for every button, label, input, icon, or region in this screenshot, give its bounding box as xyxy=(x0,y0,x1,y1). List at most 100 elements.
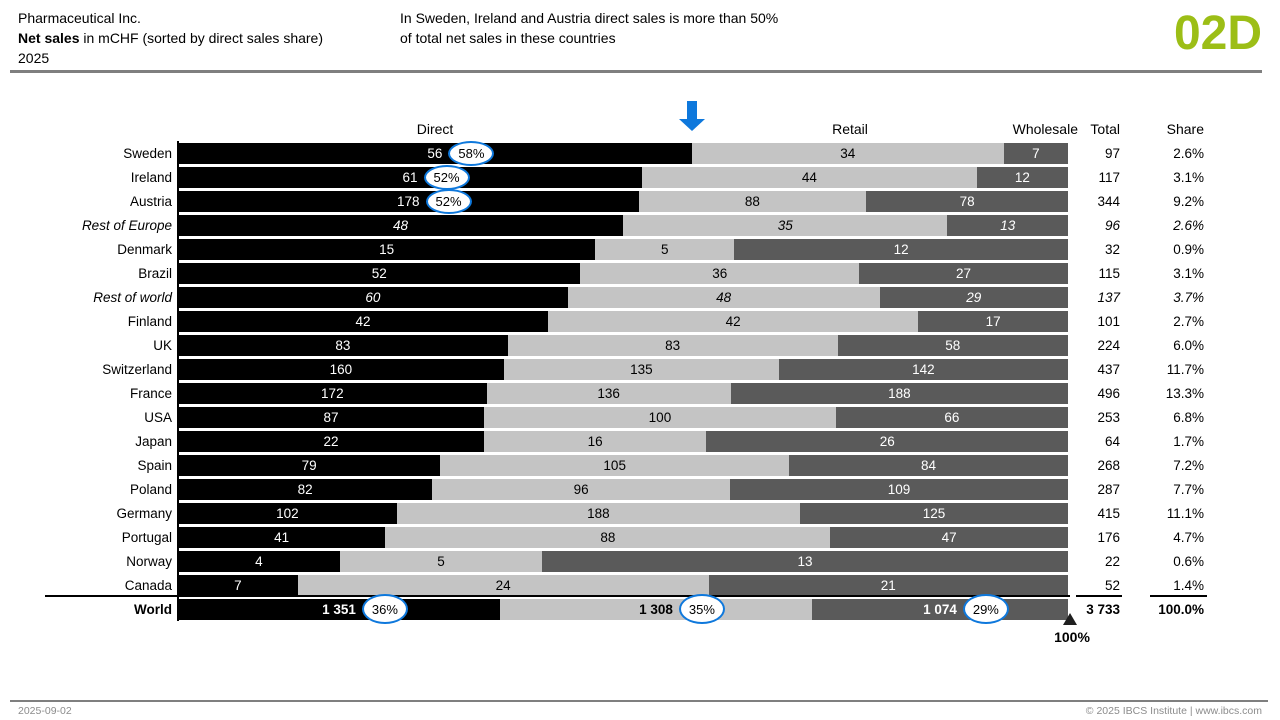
segment-value: 41 xyxy=(274,529,290,545)
bar-segment-direct: 1 351 36% xyxy=(178,594,501,624)
row-total: 32 xyxy=(1104,241,1120,257)
table-row: Rest of Europe 48 35 13 96 2.6% xyxy=(0,213,1280,237)
bar-segment-retail: 88 xyxy=(638,190,867,212)
row-label-sweden: Sweden xyxy=(123,145,172,161)
segment-value: 61 xyxy=(402,169,418,185)
segment-value: 17 xyxy=(985,313,1001,329)
bar-segment-retail: 42 xyxy=(548,310,919,332)
table-row: UK 83 83 58 224 6.0% xyxy=(0,333,1280,357)
row-total: 344 xyxy=(1097,193,1120,209)
segment-value: 82 xyxy=(297,481,313,497)
percent-ellipse: 36% xyxy=(361,594,408,624)
segment-value: 48 xyxy=(392,217,409,233)
axis-100-label: 100% xyxy=(1054,629,1090,645)
key-message-line2: of total net sales in these countries xyxy=(400,30,616,46)
row-label-japan: Japan xyxy=(135,433,172,449)
segment-value: 96 xyxy=(573,481,589,497)
segment-value: 47 xyxy=(941,529,957,545)
stacked-bar: 48 35 13 xyxy=(178,214,1068,236)
bar-segment-retail: 105 xyxy=(440,454,790,476)
percent-ellipse: 35% xyxy=(678,594,725,624)
row-total: 224 xyxy=(1097,337,1120,353)
row-share: 2.6% xyxy=(1173,217,1204,233)
stacked-bar: 1 351 36% 1 308 35% 1 074 29% xyxy=(178,594,1068,624)
bar-segment-direct: 7 xyxy=(178,574,298,596)
segment-value: 142 xyxy=(912,361,935,377)
row-label-canada: Canada xyxy=(124,577,172,593)
table-row: Switzerland 160 135 142 437 11.7% xyxy=(0,357,1280,381)
segment-value: 42 xyxy=(355,313,371,329)
bar-segment-retail: 24 xyxy=(297,574,709,596)
segment-value: 1 351 xyxy=(322,601,356,617)
row-share: 6.8% xyxy=(1173,409,1204,425)
bar-segment-direct: 15 xyxy=(178,238,596,260)
bar-segment-retail: 88 xyxy=(385,526,831,548)
row-label-france: France xyxy=(129,385,172,401)
share-sum-underline xyxy=(1150,595,1207,597)
bar-segment-wholesale: 1 074 29% xyxy=(811,594,1068,624)
bar-segment-wholesale: 78 xyxy=(866,190,1068,212)
company-name: Pharmaceutical Inc. xyxy=(18,10,141,26)
row-share: 0.6% xyxy=(1173,553,1204,569)
key-message: In Sweden, Ireland and Austria direct sa… xyxy=(400,8,778,48)
bar-segment-direct: 52 xyxy=(178,262,581,284)
bar-segment-wholesale: 47 xyxy=(830,526,1068,548)
row-total: 52 xyxy=(1104,577,1120,593)
segment-value: 109 xyxy=(887,481,911,497)
segment-value: 52 xyxy=(371,265,387,281)
row-label-switzerland: Switzerland xyxy=(102,361,172,377)
bar-segment-direct: 79 xyxy=(178,454,441,476)
segment-value: 7 xyxy=(234,577,242,593)
highlight-arrow-down-icon xyxy=(679,119,705,131)
segment-value: 48 xyxy=(716,289,732,305)
total-sum-underline xyxy=(1076,595,1122,597)
segment-value: 12 xyxy=(893,241,909,257)
row-label-rest-of-europe: Rest of Europe xyxy=(81,217,172,233)
segment-value: 102 xyxy=(276,505,299,521)
segment-value: 24 xyxy=(495,577,511,593)
row-total: 437 xyxy=(1097,361,1120,377)
percent-ellipse: 29% xyxy=(962,594,1009,624)
row-label-spain: Spain xyxy=(137,457,172,473)
segment-value: 188 xyxy=(888,385,911,401)
col-header-share: Share xyxy=(1166,121,1204,137)
row-share: 6.0% xyxy=(1173,337,1204,353)
bar-segment-wholesale: 26 xyxy=(706,430,1068,452)
table-row: Finland 42 42 17 101 2.7% xyxy=(0,309,1280,333)
row-label-denmark: Denmark xyxy=(117,241,172,257)
table-row: Ireland 61 52% 44 12 117 3.1% xyxy=(0,164,1280,190)
percent-ellipse: 52% xyxy=(425,188,472,214)
segment-value: 136 xyxy=(597,385,620,401)
stacked-bar: 22 16 26 xyxy=(178,430,1068,452)
stacked-bar: 4 5 13 xyxy=(178,550,1068,572)
col-header-wholesale: Wholesale xyxy=(1012,121,1078,137)
table-row: Rest of world 60 48 29 137 3.7% xyxy=(0,285,1280,309)
bar-segment-direct: 42 xyxy=(178,310,549,332)
row-share: 11.1% xyxy=(1166,505,1204,521)
report-title-measure: Net sales xyxy=(18,30,80,46)
row-label-poland: Poland xyxy=(129,481,172,497)
bar-segment-wholesale: 13 xyxy=(542,550,1068,572)
segment-value: 5 xyxy=(437,553,445,569)
row-share: 9.2% xyxy=(1173,193,1204,209)
segment-value: 22 xyxy=(323,433,339,449)
table-row: Denmark 15 5 12 32 0.9% xyxy=(0,237,1280,261)
bar-segment-direct: 178 52% xyxy=(178,188,639,214)
bar-segment-retail: 5 xyxy=(595,238,735,260)
row-share: 3.1% xyxy=(1173,265,1204,281)
bar-segment-direct: 87 xyxy=(178,406,485,428)
segment-value: 27 xyxy=(956,265,972,281)
segment-value: 188 xyxy=(587,505,610,521)
segment-value: 172 xyxy=(321,385,344,401)
segment-value: 88 xyxy=(744,193,760,209)
segment-value: 83 xyxy=(335,337,351,353)
table-row: Spain 79 105 84 268 7.2% xyxy=(0,453,1280,477)
bar-segment-wholesale: 84 xyxy=(789,454,1068,476)
row-total: 3 733 xyxy=(1086,601,1120,617)
row-share: 3.7% xyxy=(1173,289,1204,305)
bar-segment-wholesale: 29 xyxy=(879,286,1068,308)
segment-value: 105 xyxy=(603,457,626,473)
table-row: Austria 178 52% 88 78 344 9.2% xyxy=(0,188,1280,214)
row-total: 117 xyxy=(1098,169,1120,185)
